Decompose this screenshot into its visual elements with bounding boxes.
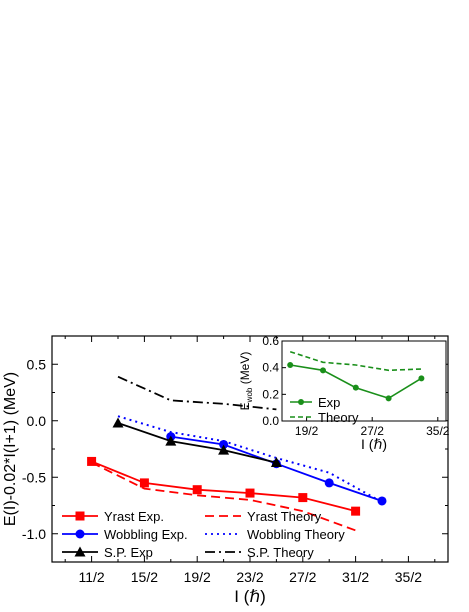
series-line-1 — [91, 461, 356, 532]
data-point-0-4 — [298, 493, 308, 503]
data-point-2-1 — [219, 439, 229, 449]
inset-x-tick-label: 19/2 — [295, 424, 319, 438]
inset-legend-marker-0 — [298, 399, 304, 405]
y-axis-label: E(I)-0.02*I(I+1) (MeV) — [2, 372, 19, 526]
y-tick-label: -0.5 — [22, 469, 46, 485]
inset-x-tick-label: 27/2 — [361, 424, 385, 438]
inset-y-label-unit: (MeV) — [238, 352, 252, 388]
inset-data-point-0-1 — [320, 367, 326, 374]
x-tick-label: 31/2 — [342, 569, 369, 585]
inset-frame — [281, 340, 447, 422]
data-point-0-1 — [139, 478, 149, 488]
data-point-4-1 — [165, 435, 177, 446]
inset-y-tick-label: 0.0 — [262, 414, 279, 428]
data-point-0-5 — [351, 506, 361, 516]
inset-y-axis-label: Ewob (MeV) — [238, 352, 254, 411]
inset-data-point-0-4 — [418, 375, 425, 382]
series-line-5 — [117, 375, 277, 411]
x-tick-label: 11/2 — [78, 569, 104, 585]
inset-legend-label: Theory — [318, 410, 359, 425]
inset-legend-label: Exp — [318, 395, 340, 410]
inset-y-label-symbol: E — [238, 402, 252, 410]
legend-marker-4 — [74, 546, 86, 557]
data-point-0-0 — [87, 456, 97, 466]
data-point-4-3 — [270, 457, 282, 468]
inset-y-label-subscript: wob — [245, 387, 254, 403]
y-tick-label: 0.0 — [27, 413, 47, 429]
legend-label: Wobbling Exp. — [104, 527, 188, 542]
x-tick-label: 15/2 — [131, 569, 158, 585]
inset-x-axis-label: I (ℏ) — [361, 436, 387, 452]
legend-marker-0 — [75, 511, 85, 521]
x-tick-label: 19/2 — [184, 569, 211, 585]
x-tick-label: 23/2 — [236, 569, 263, 585]
inset-data-point-0-0 — [287, 362, 294, 368]
legend-label: S.P. Exp — [104, 545, 153, 560]
data-point-2-4 — [377, 496, 387, 506]
data-point-0-3 — [245, 488, 255, 498]
x-tick-label: 27/2 — [289, 569, 316, 585]
inset-series-line-1 — [289, 350, 422, 372]
legend-label: Wobbling Theory — [247, 527, 345, 542]
y-tick-label: 0.5 — [27, 356, 47, 372]
inset-data-point-0-3 — [385, 395, 392, 402]
inset-data-point-0-2 — [352, 384, 359, 391]
legend-label: Yrast Theory — [247, 509, 322, 524]
series-line-3 — [117, 415, 383, 503]
inset-y-tick-label: 0.6 — [262, 334, 279, 348]
series-line-4 — [117, 422, 277, 464]
inset-y-tick-label: 0.2 — [262, 387, 279, 401]
x-axis-label: I (ℏ) — [234, 587, 266, 606]
data-point-0-2 — [192, 485, 202, 495]
legend-label: Yrast Exp. — [104, 509, 164, 524]
data-point-2-3 — [324, 478, 334, 488]
legend-label: S.P. Theory — [247, 545, 314, 560]
data-point-4-2 — [218, 444, 230, 455]
inset-x-tick-label: 35/2 — [426, 424, 450, 438]
inset-y-tick-label: 0.4 — [262, 361, 279, 375]
x-tick-label: 35/2 — [395, 569, 422, 585]
legend-marker-2 — [75, 529, 85, 539]
y-tick-label: -1.0 — [22, 526, 46, 542]
data-point-4-0 — [112, 417, 124, 428]
series-line-0 — [91, 460, 356, 512]
